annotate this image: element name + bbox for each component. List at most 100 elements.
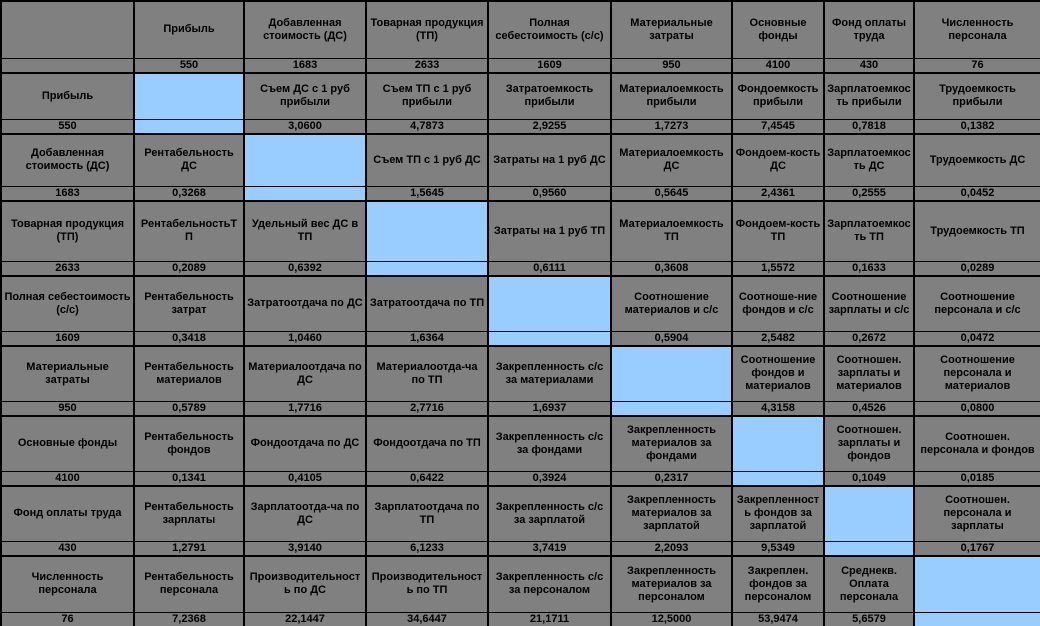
indicator-value-cell[interactable]: 2,9255	[487, 118, 612, 135]
indicator-value-cell[interactable]: 21,1711	[487, 611, 612, 626]
row-header[interactable]: Товарная продукция (ТП)	[0, 200, 135, 262]
indicator-value-cell[interactable]: 34,6447	[365, 611, 489, 626]
row-header[interactable]: Основные фонды	[0, 415, 135, 472]
indicator-value-cell[interactable]: 0,5645	[610, 185, 733, 202]
indicator-value-cell[interactable]: 1,6937	[487, 400, 612, 417]
row-base-value[interactable]: 2633	[0, 260, 135, 277]
indicator-name-cell[interactable]: Трудоемкость ТП	[913, 200, 1040, 262]
indicator-value-cell[interactable]: 3,7419	[487, 540, 612, 557]
row-base-value[interactable]: 76	[0, 611, 135, 626]
diagonal-value-cell[interactable]	[731, 470, 825, 487]
indicator-value-cell[interactable]: 53,9474	[731, 611, 825, 626]
column-header[interactable]: Фонд оплаты труда	[823, 0, 915, 59]
indicator-name-cell[interactable]: Соотношение материалов и с/с	[610, 275, 733, 332]
row-header[interactable]: Прибыль	[0, 72, 135, 120]
indicator-value-cell[interactable]: 0,1049	[823, 470, 915, 487]
indicator-name-cell[interactable]: Рентабельность фондов	[133, 415, 245, 472]
column-base-value[interactable]: 950	[610, 57, 733, 74]
indicator-name-cell[interactable]: Рентабельность материалов	[133, 345, 245, 402]
diagonal-value-cell[interactable]	[610, 400, 733, 417]
column-header[interactable]: Добавленная стоимость (ДС)	[243, 0, 367, 59]
indicator-value-cell[interactable]: 0,1767	[913, 540, 1040, 557]
diagonal-cell[interactable]	[243, 133, 367, 187]
indicator-value-cell[interactable]: 0,2555	[823, 185, 915, 202]
indicator-value-cell[interactable]: 0,6111	[487, 260, 612, 277]
indicator-value-cell[interactable]: 0,1382	[913, 118, 1040, 135]
indicator-name-cell[interactable]: Съем ДС с 1 руб прибыли	[243, 72, 367, 120]
indicator-name-cell[interactable]: Зарплатоотда-ча по ДС	[243, 485, 367, 542]
indicator-value-cell[interactable]: 0,2089	[133, 260, 245, 277]
indicator-name-cell[interactable]: Затратоотдача по ТП	[365, 275, 489, 332]
indicator-value-cell[interactable]: 0,0289	[913, 260, 1040, 277]
corner-cell[interactable]	[0, 0, 135, 59]
indicator-name-cell[interactable]: Зарплатоотдача по ТП	[365, 485, 489, 542]
indicator-name-cell[interactable]: Затраты на 1 руб ДС	[487, 133, 612, 187]
indicator-value-cell[interactable]: 0,6422	[365, 470, 489, 487]
indicator-value-cell[interactable]: 12,5000	[610, 611, 733, 626]
column-base-value[interactable]: 1683	[243, 57, 367, 74]
row-base-value[interactable]: 550	[0, 118, 135, 135]
indicator-value-cell[interactable]: 3,9140	[243, 540, 367, 557]
diagonal-cell[interactable]	[913, 555, 1040, 613]
row-base-value[interactable]: 430	[0, 540, 135, 557]
indicator-value-cell[interactable]: 1,5572	[731, 260, 825, 277]
indicator-value-cell[interactable]: 5,6579	[823, 611, 915, 626]
indicator-name-cell[interactable]: Съем ТП с 1 руб прибыли	[365, 72, 489, 120]
indicator-name-cell[interactable]: Закрепленность материалов за зарплатой	[610, 485, 733, 542]
row-header[interactable]: Численность персонала	[0, 555, 135, 613]
column-header[interactable]: Материальные затраты	[610, 0, 733, 59]
indicator-name-cell[interactable]: Производительность по ТП	[365, 555, 489, 613]
indicator-value-cell[interactable]: 6,1233	[365, 540, 489, 557]
diagonal-cell[interactable]	[365, 200, 489, 262]
indicator-name-cell[interactable]: Рентабельность затрат	[133, 275, 245, 332]
indicator-name-cell[interactable]: Соотношен. зарплаты и фондов	[823, 415, 915, 472]
indicator-value-cell[interactable]: 0,6392	[243, 260, 367, 277]
indicator-name-cell[interactable]: Соотношение персонала и с/с	[913, 275, 1040, 332]
indicator-name-cell[interactable]: Соотношен. персонала и зарплаты	[913, 485, 1040, 542]
indicator-name-cell[interactable]: Трудоемкость прибыли	[913, 72, 1040, 120]
column-header[interactable]: Основные фонды	[731, 0, 825, 59]
indicator-name-cell[interactable]: Производительность по ДС	[243, 555, 367, 613]
indicator-value-cell[interactable]: 7,4545	[731, 118, 825, 135]
indicator-name-cell[interactable]: Закрепленность материалов за фондами	[610, 415, 733, 472]
indicator-name-cell[interactable]: Соотноше-ние фондов и с/с	[731, 275, 825, 332]
indicator-name-cell[interactable]: Фондоотдача по ТП	[365, 415, 489, 472]
indicator-value-cell[interactable]: 0,3418	[133, 330, 245, 347]
indicator-name-cell[interactable]: Фондоем-кость ДС	[731, 133, 825, 187]
indicator-name-cell[interactable]: Закреплен. фондов за персоналом	[731, 555, 825, 613]
indicator-value-cell[interactable]: 1,7716	[243, 400, 367, 417]
column-base-value[interactable]: 2633	[365, 57, 489, 74]
indicator-name-cell[interactable]: Материалоемкость ТП	[610, 200, 733, 262]
indicator-value-cell[interactable]: 0,4526	[823, 400, 915, 417]
indicator-name-cell[interactable]: Закрепленность с/с за фондами	[487, 415, 612, 472]
indicator-name-cell[interactable]: Затратоемкость прибыли	[487, 72, 612, 120]
row-base-value[interactable]: 1609	[0, 330, 135, 347]
indicator-value-cell[interactable]: 0,3268	[133, 185, 245, 202]
indicator-value-cell[interactable]: 0,9560	[487, 185, 612, 202]
indicator-name-cell[interactable]: Среднекв. Оплата персонала	[823, 555, 915, 613]
diagonal-value-cell[interactable]	[913, 611, 1040, 626]
indicator-value-cell[interactable]: 0,5904	[610, 330, 733, 347]
indicator-name-cell[interactable]: Закрепленность с/с за зарплатой	[487, 485, 612, 542]
indicator-name-cell[interactable]: Удельный вес ДС в ТП	[243, 200, 367, 262]
indicator-value-cell[interactable]: 0,0452	[913, 185, 1040, 202]
indicator-value-cell[interactable]: 2,5482	[731, 330, 825, 347]
indicator-value-cell[interactable]: 4,7873	[365, 118, 489, 135]
indicator-name-cell[interactable]: Закрепленность материалов за персоналом	[610, 555, 733, 613]
indicator-name-cell[interactable]: Материалоемкость прибыли	[610, 72, 733, 120]
diagonal-cell[interactable]	[610, 345, 733, 402]
indicator-name-cell[interactable]: Рентабельность зарплаты	[133, 485, 245, 542]
diagonal-value-cell[interactable]	[823, 540, 915, 557]
indicator-name-cell[interactable]: Соотношен. персонала и фондов	[913, 415, 1040, 472]
row-header[interactable]: Фонд оплаты труда	[0, 485, 135, 542]
diagonal-cell[interactable]	[487, 275, 612, 332]
indicator-name-cell[interactable]: Материалоемкость ДС	[610, 133, 733, 187]
indicator-name-cell[interactable]: Фондоем-кость ТП	[731, 200, 825, 262]
indicator-value-cell[interactable]: 3,0600	[243, 118, 367, 135]
corner-value-cell[interactable]	[0, 57, 135, 74]
indicator-value-cell[interactable]: 0,0800	[913, 400, 1040, 417]
column-base-value[interactable]: 1609	[487, 57, 612, 74]
indicator-name-cell[interactable]: Затратоотдача по ДС	[243, 275, 367, 332]
indicator-value-cell[interactable]: 0,2672	[823, 330, 915, 347]
indicator-name-cell[interactable]: Зарплатоемкость ДС	[823, 133, 915, 187]
